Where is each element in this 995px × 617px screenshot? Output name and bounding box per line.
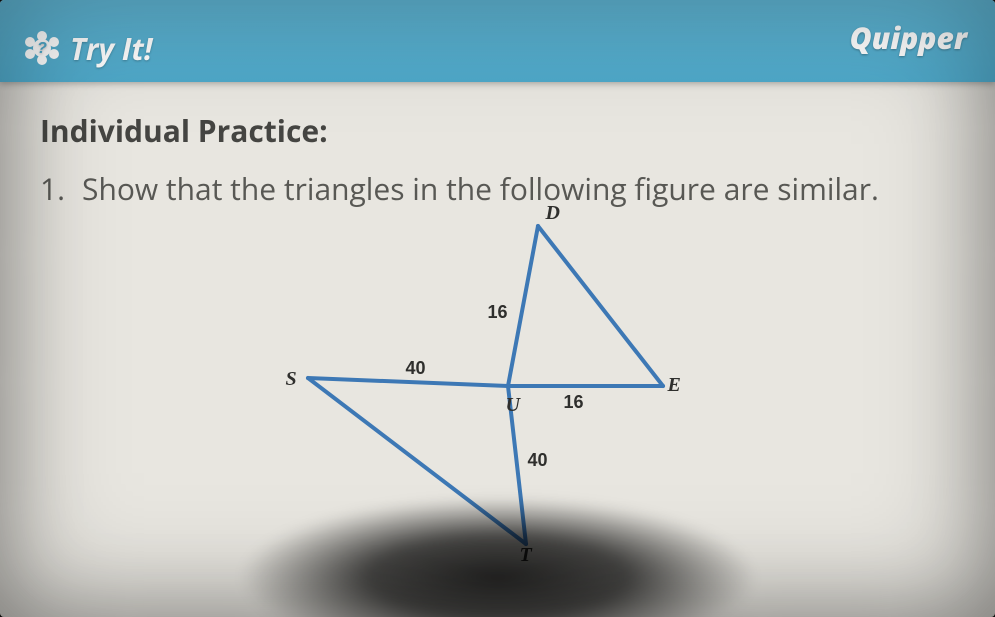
measure-SU: 40 [406, 358, 426, 379]
header-bar: ? Try It! Quipper [0, 0, 995, 82]
measure-DU: 16 [488, 302, 508, 323]
label-U: U [506, 394, 520, 417]
flower-icon: ? [24, 30, 60, 66]
content-area: Individual Practice: 1. Show that the tr… [0, 82, 995, 556]
label-E: E [668, 374, 681, 397]
measure-UE: 16 [564, 392, 584, 413]
question-block: 1. Show that the triangles in the follow… [40, 169, 955, 210]
figure-wrap: D U E S T 16 16 40 40 [40, 206, 955, 546]
measure-UT: 40 [528, 450, 548, 471]
tryit-badge: ? Try It! [24, 28, 152, 69]
question-text: Show that the triangles in the following… [82, 169, 879, 210]
tryit-label: Try It! [70, 28, 152, 69]
label-S: S [286, 368, 297, 391]
geometry-figure: D U E S T 16 16 40 40 [268, 206, 728, 546]
slide: ? Try It! Quipper Individual Practice: 1… [0, 0, 995, 617]
question-number: 1. [40, 169, 68, 210]
section-title: Individual Practice: [40, 110, 955, 151]
label-D: D [546, 202, 560, 225]
brand-logo: Quipper [850, 17, 967, 58]
badge-char: ? [37, 40, 47, 57]
